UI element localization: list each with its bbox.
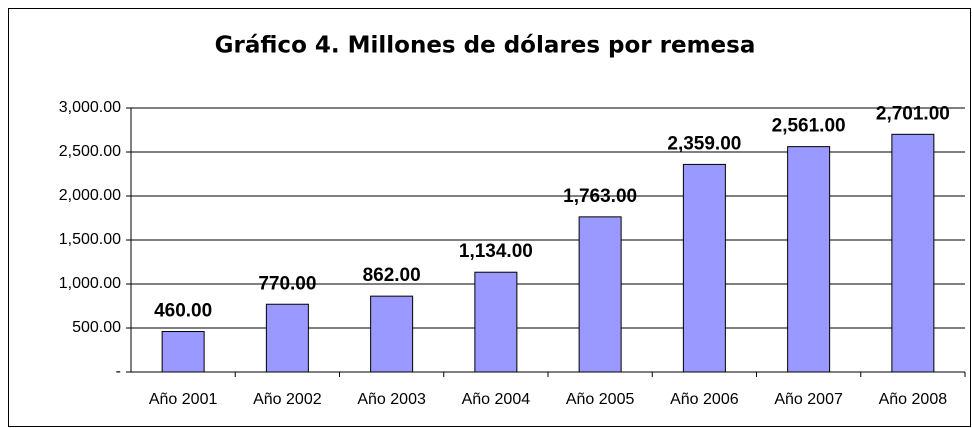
data-label: 770.00 (258, 273, 316, 294)
x-tick-label: Año 2001 (149, 391, 218, 408)
bar (682, 163, 726, 373)
y-tick-label: - (116, 363, 121, 380)
y-tick-label: 3,000.00 (59, 99, 121, 116)
bar (370, 295, 414, 373)
y-tick-label: 1,000.00 (59, 275, 121, 292)
data-label: 2,561.00 (772, 116, 846, 137)
y-tick-label: 2,000.00 (59, 187, 121, 204)
x-tick-label: Año 2003 (357, 391, 426, 408)
data-label: 1,134.00 (459, 241, 533, 262)
bar (891, 133, 935, 373)
data-label: 460.00 (154, 301, 212, 322)
x-tick-label: Año 2004 (462, 391, 531, 408)
data-label: 862.00 (363, 265, 421, 286)
y-tick-label: 500.00 (72, 319, 121, 336)
x-tick-label: Año 2007 (774, 391, 843, 408)
bar (474, 271, 518, 373)
bar (787, 146, 831, 373)
chart-border (8, 8, 971, 427)
x-tick-label: Año 2008 (879, 391, 948, 408)
chart-title: Gráfico 4. Millones de dólares por remes… (215, 33, 756, 59)
x-tick-label: Año 2006 (670, 391, 739, 408)
bar (265, 303, 309, 373)
bar (578, 216, 622, 373)
data-label: 2,359.00 (667, 133, 741, 154)
x-tick-label: Año 2002 (253, 391, 322, 408)
data-label: 1,763.00 (563, 186, 637, 207)
y-tick-label: 2,500.00 (59, 143, 121, 160)
x-tick-label: Año 2005 (566, 391, 635, 408)
bar (161, 331, 205, 373)
data-label: 2,701.00 (876, 103, 950, 124)
y-tick-label: 1,500.00 (59, 231, 121, 248)
